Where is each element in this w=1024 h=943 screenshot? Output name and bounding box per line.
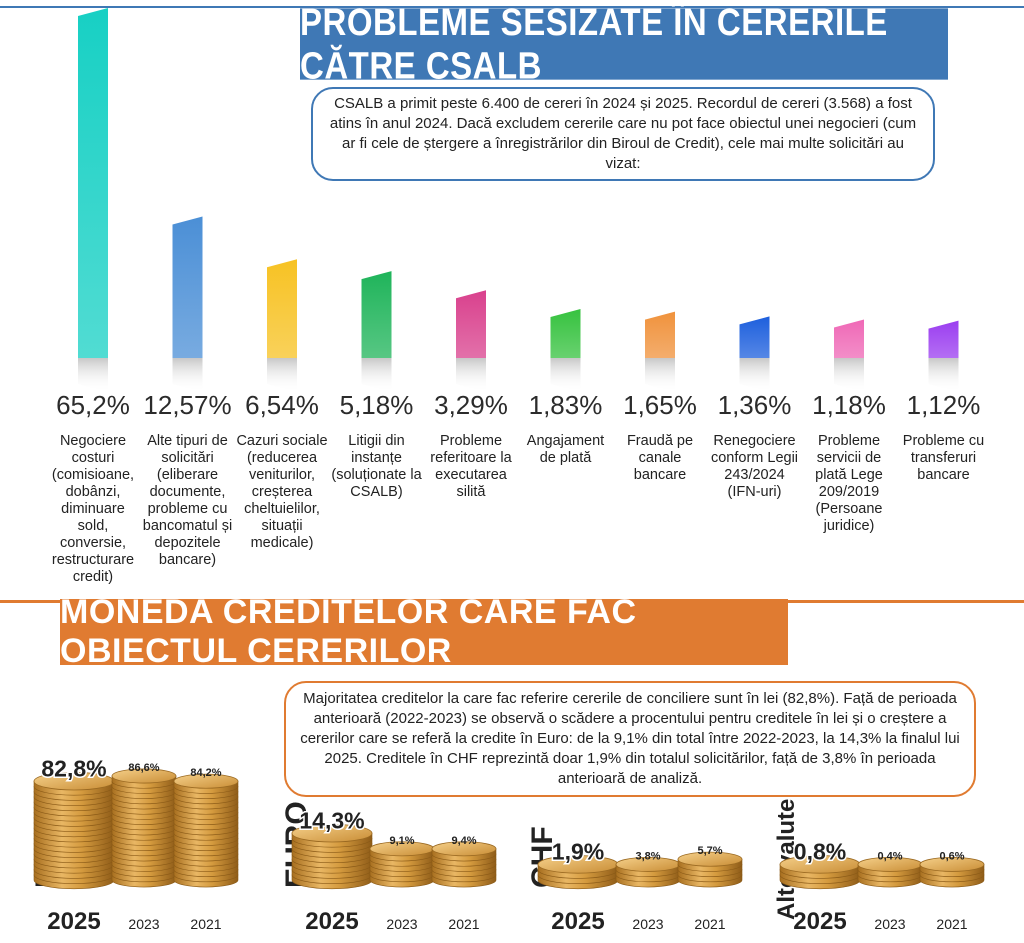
year-label: 2023 xyxy=(632,916,663,932)
bar-1 xyxy=(78,8,108,358)
coin-value-label: 3,8% xyxy=(635,850,660,862)
year-label: 2025 xyxy=(305,908,358,935)
bar-category-label: Cazuri sociale (reducerea veniturilor, c… xyxy=(236,433,328,551)
bar-reflection-2 xyxy=(172,358,203,392)
bar-3 xyxy=(267,259,297,358)
bar-2 xyxy=(172,216,203,358)
coin-stack-3-2 xyxy=(919,856,985,888)
bar-category-label: Probleme cu transferuri bancare xyxy=(902,433,985,483)
coin-stack-2-2 xyxy=(677,851,743,888)
bar-value-label: 65,2% xyxy=(56,390,130,420)
year-label: 2021 xyxy=(694,916,725,932)
coin-value-label: 1,9% xyxy=(552,839,604,865)
coin-stack-2-0 xyxy=(537,855,619,890)
bar-reflection-10 xyxy=(928,358,959,392)
bar-reflection-9 xyxy=(834,358,864,392)
bar-10 xyxy=(928,320,959,358)
bar-reflection-3 xyxy=(267,358,297,392)
bar-value-label: 3,29% xyxy=(434,390,508,420)
page-title: PROBLEME SESIZATE ÎN CERERILE CĂTRE CSAL… xyxy=(300,0,948,87)
intro-note: CSALB a primit peste 6.400 de cereri în … xyxy=(311,87,935,181)
bar-category-label: Angajament de plată xyxy=(526,433,605,466)
bar-category-label: Probleme servicii de plată Lege 209/2019… xyxy=(815,433,883,534)
coin-stack-0-0 xyxy=(33,772,115,890)
bar-8 xyxy=(739,316,770,358)
coin-value-label: 9,1% xyxy=(389,835,414,847)
coin-stack-0-2 xyxy=(173,773,239,888)
bar-value-label: 1,65% xyxy=(623,390,697,420)
bar-reflection-6 xyxy=(550,358,581,392)
bar-9 xyxy=(834,319,864,358)
bar-reflection-7 xyxy=(645,358,675,392)
bar-category-label: Litigii din instanțe (soluționate la CSA… xyxy=(331,433,422,500)
year-label: 2025 xyxy=(551,908,604,935)
coin-value-label: 14,3% xyxy=(299,807,364,833)
year-label: 2021 xyxy=(190,916,221,932)
coin-stack-1-0 xyxy=(291,824,373,890)
coin-value-label: 82,8% xyxy=(41,755,106,781)
coin-value-label: 86,6% xyxy=(128,762,159,774)
bar-category-label: Probleme referitoare la executarea silit… xyxy=(430,433,512,500)
coin-value-label: 0,6% xyxy=(939,850,964,862)
section2-note: Majoritatea creditelor la care fac refer… xyxy=(284,681,976,797)
bar-value-label: 12,57% xyxy=(143,390,232,420)
coin-value-label: 5,7% xyxy=(697,845,722,857)
bar-value-label: 1,18% xyxy=(812,390,886,420)
year-label: 2025 xyxy=(47,908,100,935)
coin-stack-1-2 xyxy=(431,841,497,888)
coin-value-label: 0,8% xyxy=(794,839,846,865)
bar-4 xyxy=(361,271,392,358)
year-label: 2023 xyxy=(874,916,905,932)
bar-category-label: Alte tipuri de solicitări (eliberare doc… xyxy=(142,433,233,568)
year-label: 2023 xyxy=(386,916,417,932)
bar-category-label: Negociere costuri (comisioane, dobânzi, … xyxy=(51,433,135,585)
bar-reflection-8 xyxy=(739,358,770,392)
bar-reflection-1 xyxy=(78,358,108,392)
bar-value-label: 1,12% xyxy=(906,390,981,420)
coin-stack-0-1 xyxy=(111,768,177,888)
coin-stack-3-0 xyxy=(779,855,861,890)
bar-7 xyxy=(645,311,675,358)
coin-stack-3-1 xyxy=(857,856,923,888)
year-label: 2023 xyxy=(128,916,159,932)
bar-reflection-4 xyxy=(361,358,392,392)
top-divider xyxy=(0,6,1024,8)
coin-value-label: 0,4% xyxy=(877,850,902,862)
bar-6 xyxy=(550,308,581,358)
bar-category-label: Renegociere conform Legii 243/2024 (IFN-… xyxy=(710,433,799,500)
bar-reflection-5 xyxy=(456,358,486,392)
section2-title: MONEDA CREDITELOR CARE FAC OBIECTUL CERE… xyxy=(60,593,788,670)
year-label: 2025 xyxy=(793,908,846,935)
bar-value-label: 1,83% xyxy=(528,390,603,420)
coin-value-label: 9,4% xyxy=(451,835,476,847)
intro-text: CSALB a primit peste 6.400 de cereri în … xyxy=(329,95,917,172)
coin-stack-1-1 xyxy=(369,841,435,888)
year-label: 2021 xyxy=(448,916,479,932)
bar-5 xyxy=(456,290,486,358)
bar-value-label: 6,54% xyxy=(245,390,319,420)
problems-bar-chart xyxy=(78,8,959,392)
year-label: 2021 xyxy=(936,916,967,932)
bar-value-label: 1,36% xyxy=(717,390,792,420)
coin-stack-2-1 xyxy=(615,856,681,888)
section2-text: Majoritatea creditelor la care fac refer… xyxy=(300,690,960,787)
bar-value-label: 5,18% xyxy=(339,390,414,420)
bar-category-label: Fraudă pe canale bancare xyxy=(626,433,694,483)
coin-value-label: 84,2% xyxy=(190,767,221,779)
